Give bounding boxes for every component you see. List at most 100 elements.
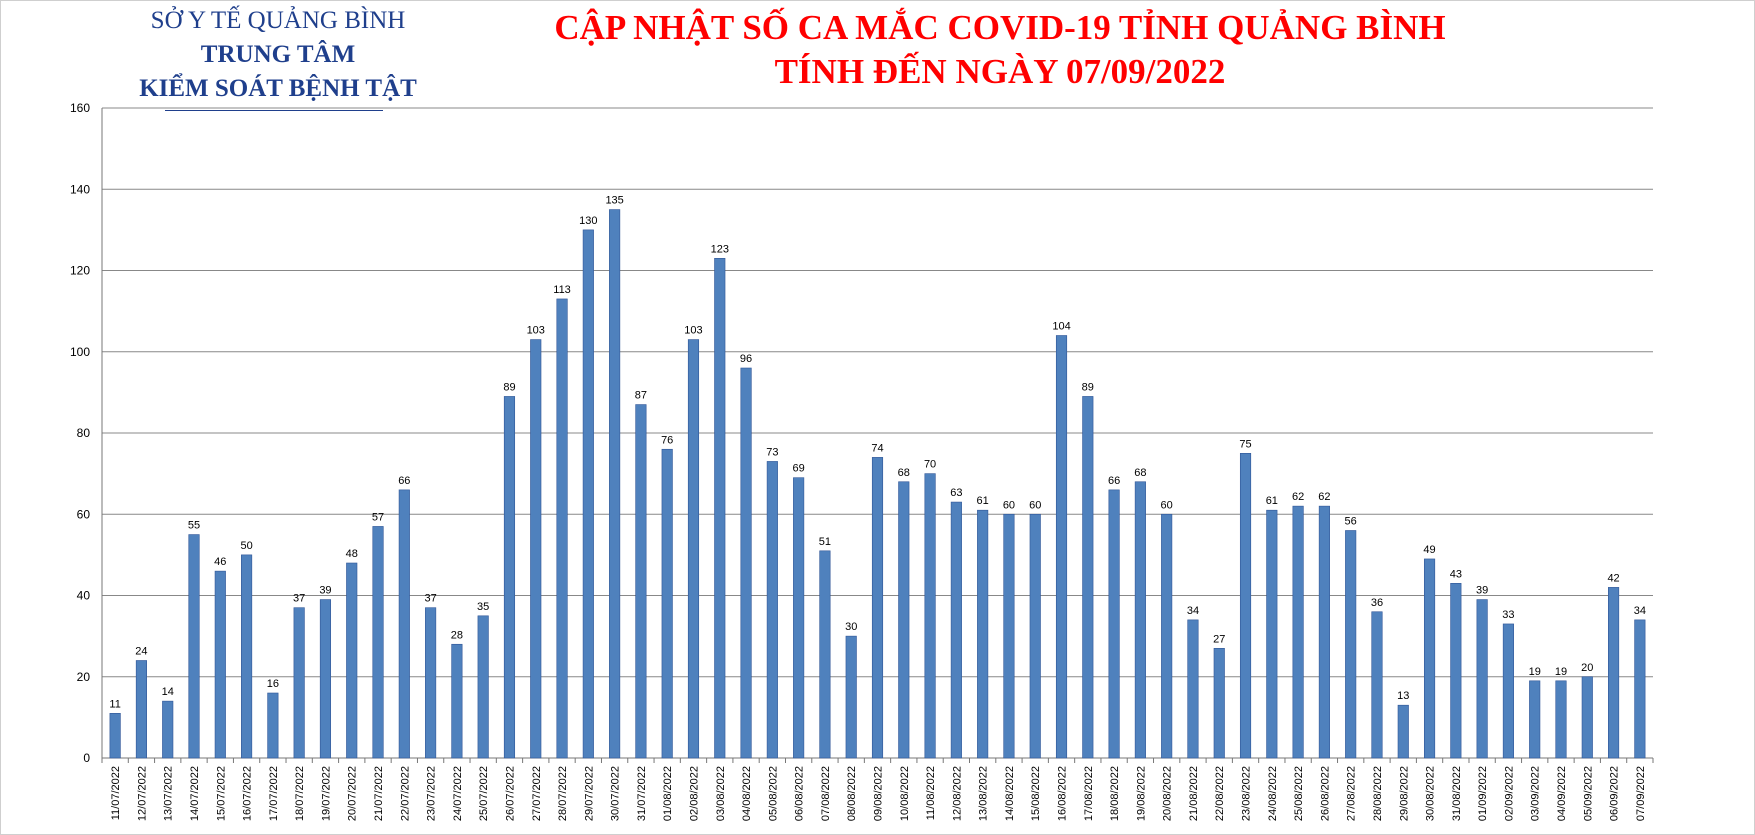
data-label: 61 bbox=[977, 495, 989, 507]
org-department: SỞ Y TẾ QUẢNG BÌNH bbox=[150, 7, 406, 34]
bar bbox=[977, 509, 989, 759]
data-label: 60 bbox=[1003, 499, 1015, 511]
bar bbox=[635, 404, 647, 759]
x-tick-label: 30/08/2022 bbox=[1425, 766, 1437, 821]
x-tick-label: 06/08/2022 bbox=[794, 766, 806, 821]
bar bbox=[1187, 619, 1199, 759]
data-label: 89 bbox=[503, 381, 515, 393]
data-label: 19 bbox=[1529, 666, 1541, 678]
x-tick-label: 04/08/2022 bbox=[741, 766, 753, 821]
data-label: 89 bbox=[1082, 381, 1094, 393]
org-underline bbox=[165, 110, 383, 111]
data-label: 60 bbox=[1029, 499, 1041, 511]
x-tick-label: 18/08/2022 bbox=[1109, 766, 1121, 821]
y-tick-label: 100 bbox=[70, 345, 90, 359]
x-tick-label: 13/08/2022 bbox=[978, 766, 990, 821]
x-tick-label: 22/08/2022 bbox=[1214, 766, 1226, 821]
chart-title-line1: CẬP NHẬT SỐ CA MẮC COVID-19 TỈNH QUẢNG B… bbox=[554, 8, 1446, 47]
bar bbox=[241, 554, 253, 759]
data-label: 36 bbox=[1371, 597, 1383, 609]
data-label: 87 bbox=[635, 390, 647, 402]
bar bbox=[530, 339, 542, 759]
data-label: 62 bbox=[1318, 491, 1330, 503]
bar bbox=[1581, 676, 1593, 759]
data-label: 66 bbox=[1108, 475, 1120, 487]
x-tick-label: 09/08/2022 bbox=[873, 766, 885, 821]
bar bbox=[451, 643, 463, 759]
bar bbox=[1318, 505, 1330, 759]
data-label: 49 bbox=[1423, 544, 1435, 556]
bar bbox=[898, 481, 910, 759]
x-tick-label: 16/07/2022 bbox=[242, 766, 254, 821]
data-label: 28 bbox=[451, 629, 463, 641]
x-tick-label: 05/08/2022 bbox=[767, 766, 779, 821]
y-tick-label: 60 bbox=[77, 507, 91, 521]
x-tick-label: 17/07/2022 bbox=[268, 766, 280, 821]
data-label: 39 bbox=[1476, 585, 1488, 597]
bar bbox=[162, 700, 174, 759]
x-tick-label: 26/08/2022 bbox=[1319, 766, 1331, 821]
data-label: 62 bbox=[1292, 491, 1304, 503]
bar bbox=[845, 635, 857, 759]
data-label: 16 bbox=[267, 678, 279, 690]
x-tick-label: 31/07/2022 bbox=[636, 766, 648, 821]
data-label: 20 bbox=[1581, 662, 1593, 674]
bar bbox=[398, 489, 410, 759]
bar bbox=[582, 229, 594, 759]
data-label: 60 bbox=[1161, 499, 1173, 511]
x-tick-label: 11/07/2022 bbox=[110, 766, 122, 820]
bar bbox=[1134, 481, 1146, 759]
data-label: 66 bbox=[398, 475, 410, 487]
bar bbox=[1292, 505, 1304, 759]
x-tick-label: 27/07/2022 bbox=[531, 766, 543, 821]
bar bbox=[214, 570, 226, 759]
data-label: 48 bbox=[346, 548, 358, 560]
x-tick-label: 14/08/2022 bbox=[1004, 766, 1016, 821]
x-tick-label: 17/08/2022 bbox=[1083, 766, 1095, 821]
x-tick-label: 07/09/2022 bbox=[1635, 766, 1647, 821]
data-label: 51 bbox=[819, 536, 831, 548]
x-tick-label: 14/07/2022 bbox=[189, 766, 201, 821]
x-tick-label: 28/08/2022 bbox=[1372, 766, 1384, 821]
data-label: 130 bbox=[579, 215, 597, 227]
data-label: 27 bbox=[1213, 633, 1225, 645]
bar bbox=[1608, 587, 1620, 759]
y-tick-label: 120 bbox=[70, 264, 90, 278]
bar bbox=[819, 550, 831, 759]
bar bbox=[661, 448, 673, 759]
data-label: 61 bbox=[1266, 495, 1278, 507]
data-label: 63 bbox=[950, 487, 962, 499]
bar bbox=[1502, 623, 1514, 759]
data-label: 75 bbox=[1239, 438, 1251, 450]
bar bbox=[1213, 648, 1225, 759]
bar bbox=[293, 607, 305, 759]
chart-title: CẬP NHẬT SỐ CA MẮC COVID-19 TỈNH QUẢNG B… bbox=[440, 6, 1560, 94]
x-tick-label: 13/07/2022 bbox=[163, 766, 175, 821]
data-label: 33 bbox=[1502, 609, 1514, 621]
x-tick-label: 23/07/2022 bbox=[426, 766, 438, 821]
x-tick-label: 11/08/2022 bbox=[925, 766, 937, 820]
x-tick-label: 18/07/2022 bbox=[294, 766, 306, 821]
bar bbox=[1239, 453, 1252, 759]
bar bbox=[135, 660, 147, 759]
bar bbox=[1003, 513, 1015, 759]
data-label: 39 bbox=[319, 585, 331, 597]
x-tick-label: 04/09/2022 bbox=[1556, 766, 1568, 821]
x-tick-label: 01/09/2022 bbox=[1477, 766, 1489, 821]
data-label: 35 bbox=[477, 601, 489, 613]
data-label: 104 bbox=[1052, 321, 1070, 333]
x-tick-label: 16/08/2022 bbox=[1057, 766, 1069, 821]
data-label: 74 bbox=[871, 442, 883, 454]
bar bbox=[1345, 530, 1357, 759]
bar bbox=[109, 713, 121, 759]
x-tick-label: 15/07/2022 bbox=[215, 766, 227, 821]
x-tick-label: 29/08/2022 bbox=[1398, 766, 1410, 821]
bar bbox=[871, 457, 884, 759]
x-tick-label: 01/08/2022 bbox=[662, 766, 674, 821]
data-label: 103 bbox=[527, 325, 545, 337]
x-tick-label: 03/09/2022 bbox=[1530, 766, 1542, 821]
bar bbox=[1529, 680, 1541, 759]
x-tick-label: 05/09/2022 bbox=[1582, 766, 1594, 821]
bar bbox=[1555, 680, 1567, 759]
data-label: 76 bbox=[661, 434, 673, 446]
